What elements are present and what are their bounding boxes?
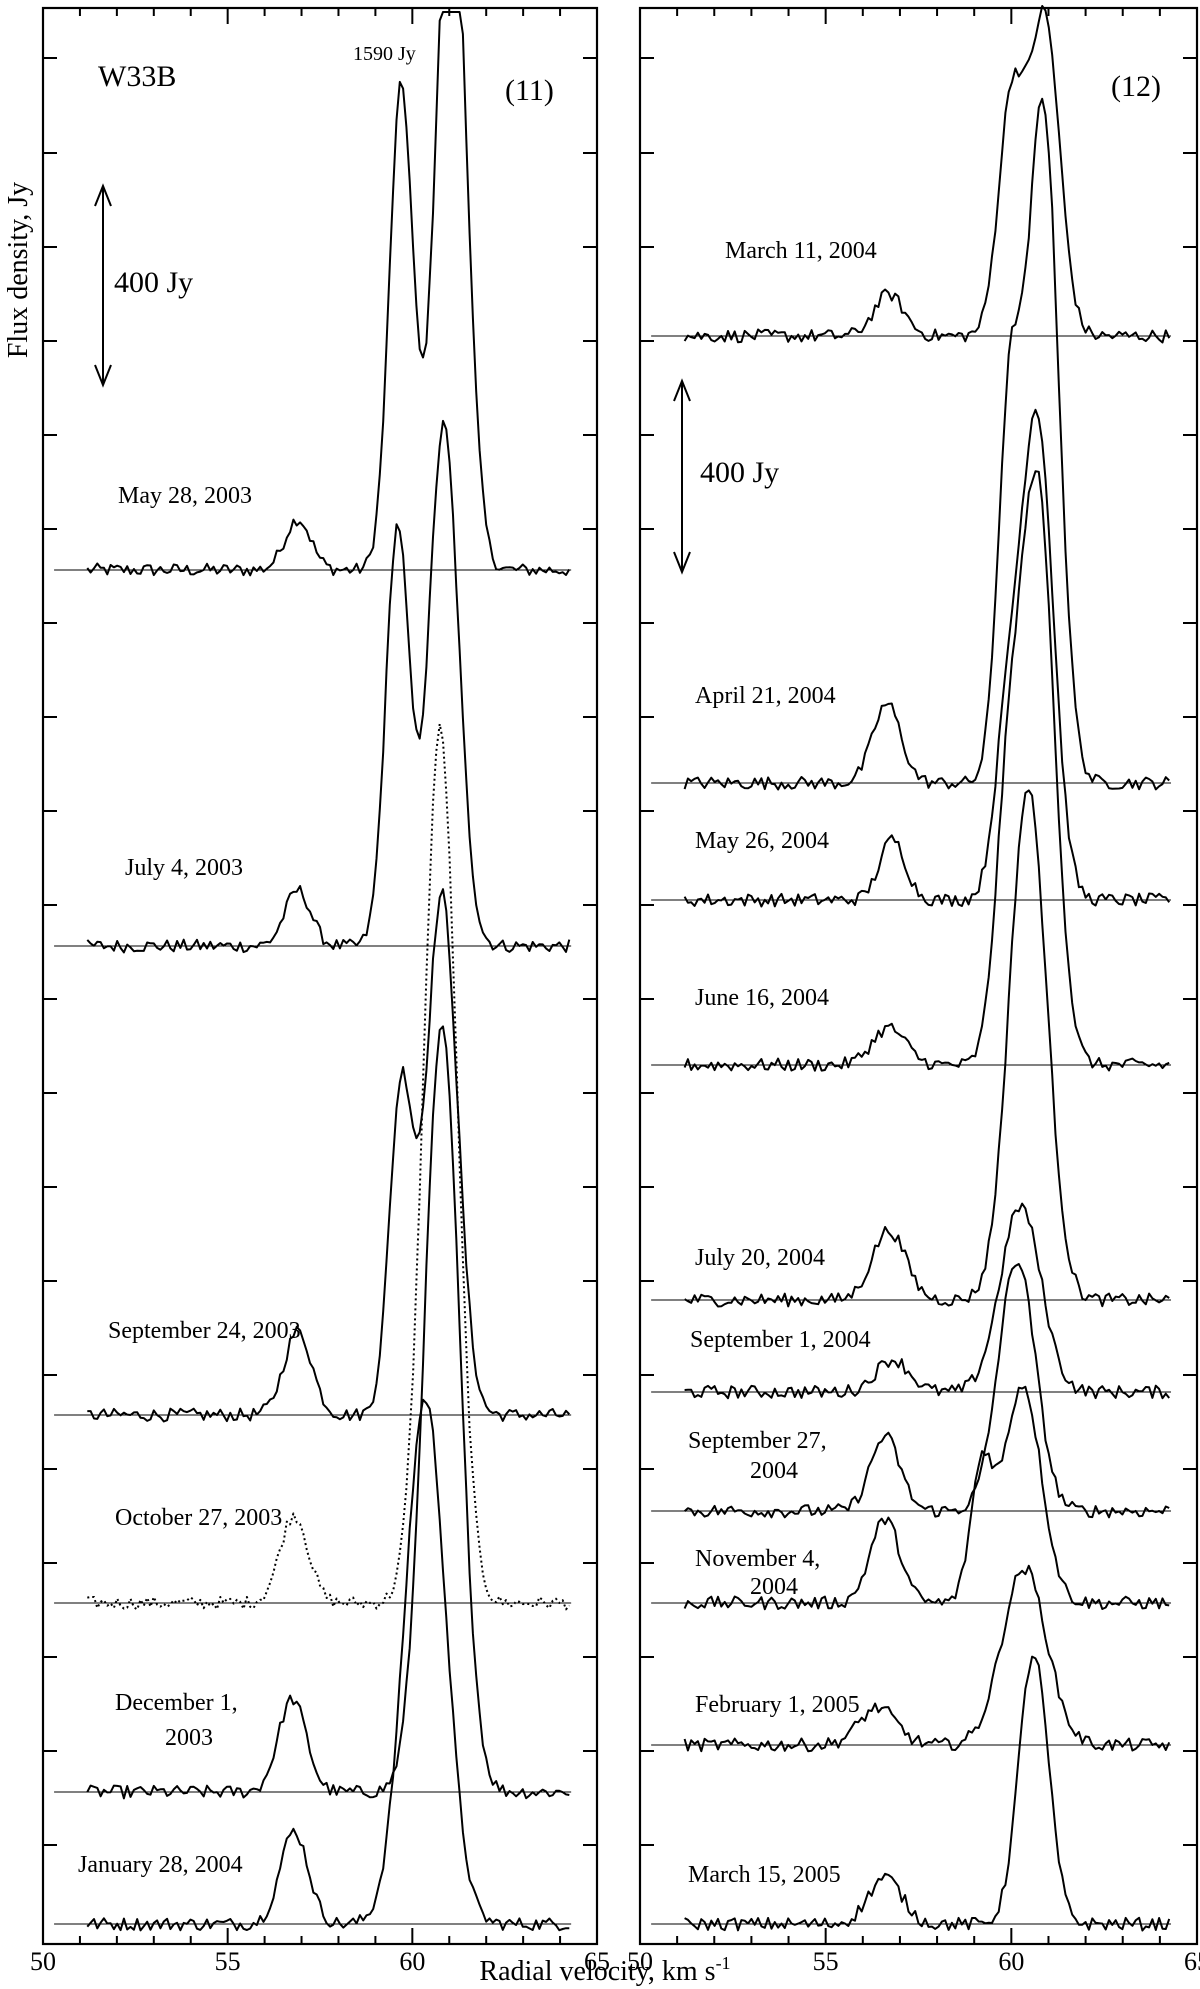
series-label-november-4-2004-line2: 2004 [750,1574,798,1600]
scale-bar-left-arrow-down [94,364,112,388]
series-label-july-4-2003: July 4, 2003 [125,855,243,881]
panel-frame [41,6,599,1946]
x-axis-label-superscript: -1 [716,1953,731,1973]
trace-september-27-2004 [683,1263,1170,1519]
y-axis-label: Flux density, Jy [3,182,34,358]
x-axis-label: Radial velocity, km s-1 [479,1953,730,1987]
x-tick-label-50: 50 [30,1947,56,1976]
series-label-july-20-2004: July 20, 2004 [695,1245,825,1271]
scale-bar-right-arrow-up [673,378,691,402]
series-label-october-27-2003: October 27, 2003 [115,1505,282,1531]
scale-bar-right: 400 Jy [673,378,779,575]
panel-label-12: (12) [1111,70,1161,103]
series-label-september-27-2004-line1: September 27, [688,1428,827,1454]
series-label-november-4-2004-line1: November 4, [695,1546,820,1572]
x-tick-label-50: 50 [627,1947,653,1976]
series-label-june-16-2004: June 16, 2004 [695,985,829,1011]
scale-bar-right-label: 400 Jy [700,456,779,489]
series-label-december-1-2003-line2: 2003 [165,1725,213,1751]
trace-may-26-2004 [683,408,1171,908]
series-label-may-26-2004: May 26, 2004 [695,828,829,854]
series-label-january-28-2004: January 28, 2004 [78,1852,243,1878]
x-tick-label-65: 65 [584,1947,610,1976]
trace-september-1-2004 [684,1202,1170,1400]
x-tick-label-65: 65 [1184,1947,1200,1976]
trace-november-4-2004 [683,1385,1170,1611]
trace-may-28-2003 [86,11,571,577]
trace-april-21-2004 [683,97,1170,791]
x-axis-label-main: Radial velocity, km s [479,1956,715,1987]
scale-bar-left-arrow-up [94,183,112,207]
panel-11: 50 55 60 65 May 28, 2003 July 4, 2003 Septembe… [30,6,610,1976]
scale-bar-right-arrow-down [673,551,691,575]
series-label-march-11-2004: March 11, 2004 [725,238,877,264]
title-w33b: W33B [98,60,176,93]
trace-july-4-2003 [86,419,571,954]
series-label-december-1-2003-line1: December 1, [115,1690,238,1716]
series-label-may-28-2003: May 28, 2003 [118,483,252,509]
panel-12: 50 55 60 65 March 11, 2004 April 21, 2004 May … [627,5,1200,1976]
annotation-1590-jy: 1590 Jy [353,43,416,65]
series-label-february-1-2005: February 1, 2005 [695,1692,860,1718]
trace-october-27-2003 [87,723,571,1611]
trace-july-20-2004 [684,789,1170,1308]
series-label-september-1-2004: September 1, 2004 [690,1327,871,1353]
trace-march-15-2005 [684,1655,1171,1932]
series-label-april-21-2004: April 21, 2004 [695,683,836,709]
x-tick-label-55: 55 [813,1947,839,1976]
trace-march-11-2004 [683,5,1171,344]
scale-bar-left: 400 Jy [94,183,193,388]
x-tick-label-55: 55 [215,1947,241,1976]
panel-frame [638,6,1199,1946]
series-label-march-15-2005: March 15, 2005 [688,1862,841,1888]
trace-january-28-2004 [86,1398,570,1932]
x-tick-label-60: 60 [399,1947,425,1976]
trace-december-1-2003 [86,1025,570,1800]
series-label-september-27-2004-line2: 2004 [750,1458,798,1484]
x-tick-label-60: 60 [998,1947,1024,1976]
series-label-september-24-2003: September 24, 2003 [108,1318,301,1344]
trace-september-24-2003 [87,888,571,1423]
panel-label-11: (11) [505,74,554,107]
scale-bar-left-label: 400 Jy [114,266,193,299]
trace-june-16-2004 [683,470,1170,1072]
trace-february-1-2005 [683,1564,1171,1753]
